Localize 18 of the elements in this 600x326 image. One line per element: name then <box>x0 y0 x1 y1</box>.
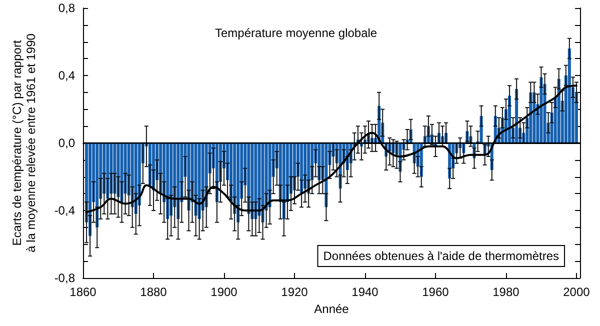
x-tick-label: 1920 <box>281 285 308 299</box>
x-tick-label: 1860 <box>70 285 97 299</box>
x-axis-title: Année <box>314 302 350 316</box>
x-tick-label: 1980 <box>492 285 520 299</box>
x-tick-label: 1880 <box>140 285 168 299</box>
y-tick-label: 0,4 <box>58 68 76 82</box>
annotation: Données obtenues à l'aide de thermomètres <box>323 249 560 263</box>
annotation: Température moyenne globale <box>215 26 378 40</box>
x-tick-label: 1900 <box>210 285 238 299</box>
y-axis-title: Ecarts de température (°C) par rapport à la moyenne relevée entre 1961 et 1990 <box>10 33 38 252</box>
y-tick-label: -0,4 <box>54 204 76 218</box>
y-tick-label: 0,0 <box>58 136 76 150</box>
x-tick-label: 1940 <box>352 285 379 299</box>
y-tick-label: 0,8 <box>58 1 76 15</box>
bar <box>568 48 571 143</box>
x-tick-label: 2000 <box>563 285 590 299</box>
x-tick-label: 1960 <box>422 285 450 299</box>
y-tick-label: -0,8 <box>54 271 76 285</box>
